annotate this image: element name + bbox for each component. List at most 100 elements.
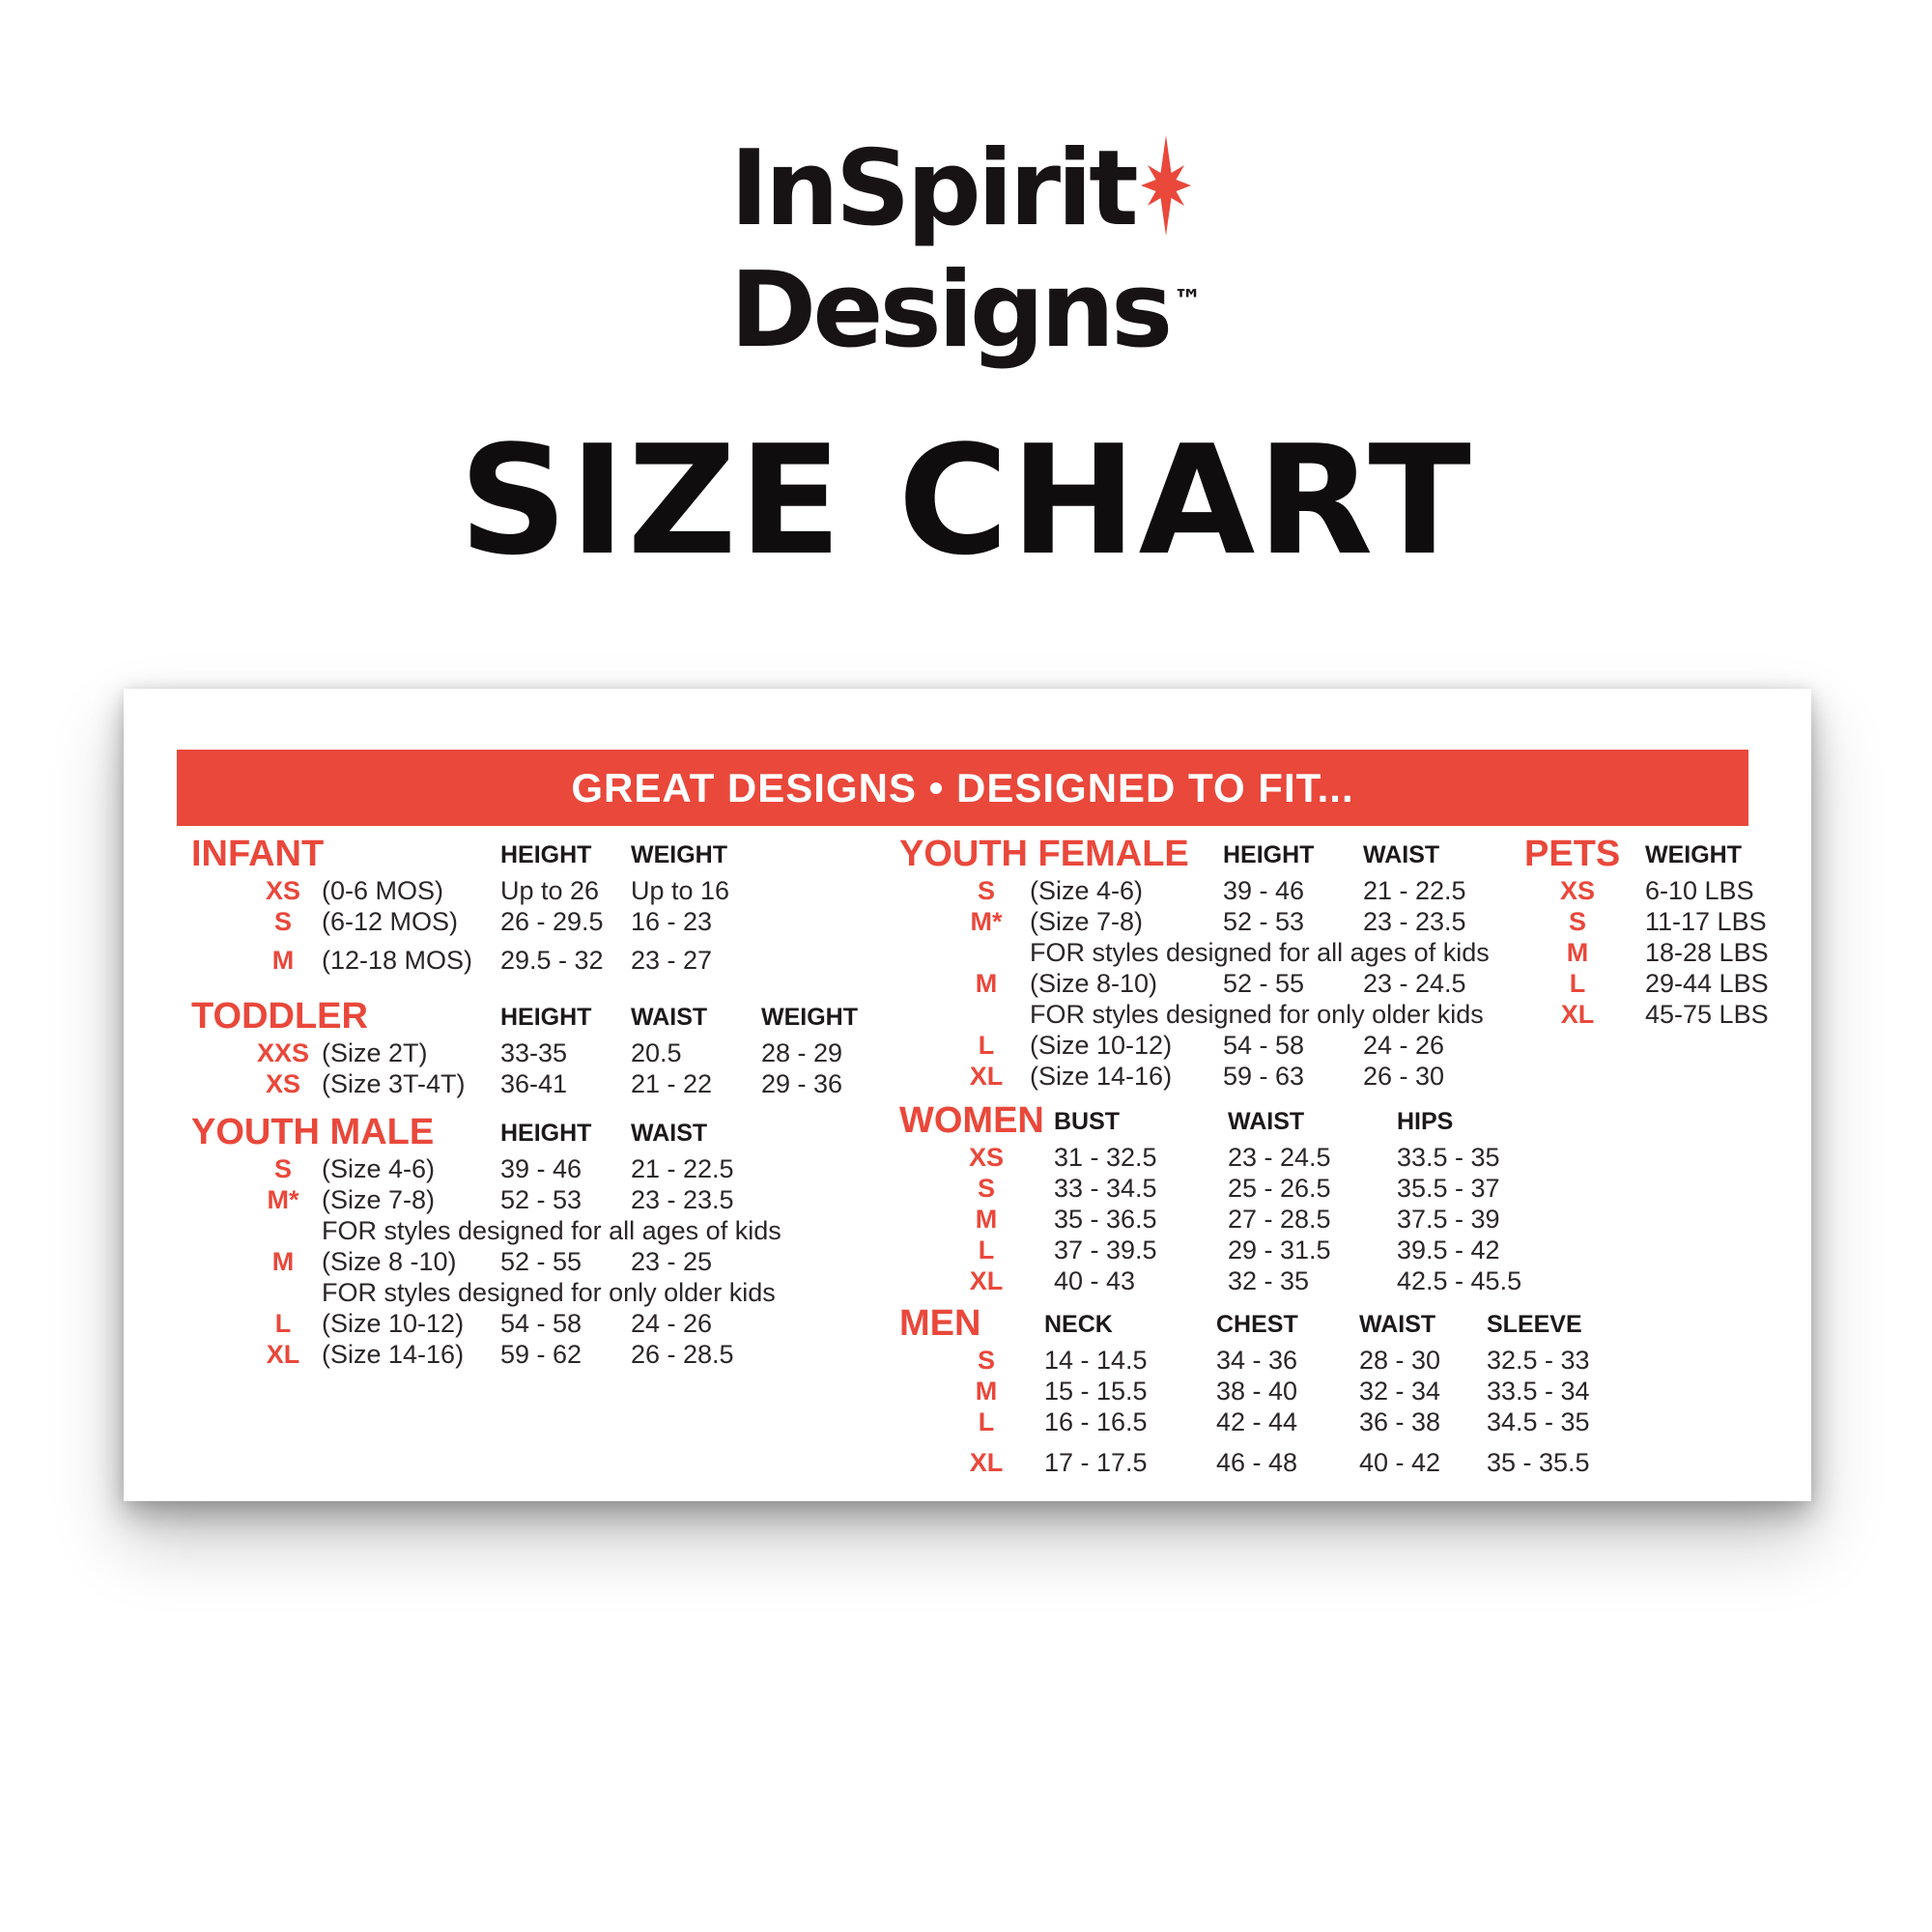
size-label: L [978, 1031, 995, 1060]
section-infant: INFANT HEIGHT WEIGHT XS (0-6 MOS) Up to 26 Up … [191, 834, 882, 977]
size-label: M [975, 1205, 998, 1234]
measure-value: 33.5 - 35 [1397, 1143, 1500, 1172]
column-header: SLEEVE [1487, 1311, 1582, 1338]
size-desc: (Size 14-16) [322, 1340, 465, 1369]
measure-value: 29-44 LBS [1645, 969, 1769, 998]
measure-value: 37 - 39.5 [1054, 1236, 1157, 1264]
size-label: L [1569, 969, 1586, 998]
measure-value: 28 - 29 [761, 1038, 843, 1067]
measure-value: 39 - 46 [1223, 876, 1305, 905]
size-label: XL [969, 1448, 1004, 1477]
measure-value: 14 - 14.5 [1044, 1346, 1148, 1375]
size-label: S [1568, 907, 1586, 936]
measure-value: 37.5 - 39 [1397, 1205, 1500, 1234]
size-row: XL (Size 14-16) 59 - 62 26 - 28.5 [191, 1340, 882, 1371]
size-label: XS [265, 1069, 301, 1098]
section-youth-male: YOUTH MALE HEIGHT WAIST S (Size 4-6) 39 - 46 2… [191, 1112, 882, 1371]
measure-value: 40 - 43 [1054, 1266, 1136, 1295]
column-header: CHEST [1216, 1311, 1298, 1338]
measure-value: 26 - 30 [1363, 1062, 1445, 1091]
measure-value: 6-10 LBS [1645, 876, 1754, 905]
note-text: FOR styles designed for all ages of kids [322, 1216, 781, 1245]
size-desc: (Size 7-8) [1030, 907, 1144, 936]
section-title: MEN [899, 1303, 981, 1344]
size-desc: (Size 10-12) [322, 1309, 465, 1338]
size-row: XS 31 - 32.5 23 - 24.5 33.5 - 35 [899, 1143, 1643, 1174]
section-header: PETS WEIGHT [1524, 834, 1804, 876]
size-label: XS [968, 1143, 1005, 1172]
size-label: S [977, 1346, 995, 1375]
measure-value: 36-41 [500, 1069, 568, 1098]
section-men: MEN NECK CHEST WAIST SLEEVE S 14 - 14.5 34 - 36… [899, 1303, 1643, 1479]
size-row: L 29-44 LBS [1524, 969, 1804, 1000]
size-row: L (Size 10-12) 54 - 58 24 - 26 [191, 1309, 882, 1340]
measure-value: 40 - 42 [1359, 1448, 1441, 1477]
size-desc: (Size 8 -10) [322, 1247, 457, 1276]
measure-value: 26 - 28.5 [631, 1340, 734, 1369]
size-label: L [274, 1309, 292, 1338]
column-header: WAIST [1363, 841, 1440, 868]
size-row: M* (Size 7-8) 52 - 53 23 - 23.5 [191, 1185, 882, 1216]
column-header: HIPS [1397, 1108, 1454, 1135]
column-header: NECK [1044, 1311, 1113, 1338]
measure-value: 35 - 35.5 [1487, 1448, 1590, 1477]
measure-value: 33.5 - 34 [1487, 1377, 1590, 1406]
size-row: XXS (Size 2T) 33-35 20.5 28 - 29 [191, 1038, 882, 1069]
measure-value: 52 - 53 [1223, 907, 1305, 936]
measure-value: 11-17 LBS [1645, 907, 1767, 936]
size-label: S [977, 876, 995, 905]
size-desc: (Size 14-16) [1030, 1062, 1173, 1091]
size-row: XS (0-6 MOS) Up to 26 Up to 16 [191, 876, 882, 907]
size-label: M* [267, 1185, 299, 1214]
section-title: PETS [1524, 834, 1621, 874]
left-column: INFANT HEIGHT WEIGHT XS (0-6 MOS) Up to 26 Up … [191, 834, 882, 1371]
size-row: S (6-12 MOS) 26 - 29.5 16 - 23 [191, 907, 882, 938]
measure-value: 32 - 34 [1359, 1377, 1441, 1406]
size-desc: (0-6 MOS) [322, 876, 444, 905]
column-header: WAIST [1228, 1108, 1305, 1135]
size-row: S 14 - 14.5 34 - 36 28 - 30 32.5 - 33 [899, 1346, 1643, 1377]
measure-value: 39.5 - 42 [1397, 1236, 1500, 1264]
section-pets: PETS WEIGHT XS 6-10 LBS S 11-17 LBS M 18-28 LBS… [1524, 834, 1804, 1031]
measure-value: 26 - 29.5 [500, 907, 604, 936]
measure-value: 15 - 15.5 [1044, 1377, 1148, 1406]
brand-logo: InSpirit Designs ™ [0, 133, 1932, 367]
size-desc: (Size 10-12) [1030, 1031, 1173, 1060]
measure-value: 23 - 27 [631, 946, 713, 975]
column-header: BUST [1054, 1108, 1121, 1135]
size-label: S [977, 1174, 995, 1203]
measure-value: 23 - 24.5 [1363, 969, 1466, 998]
measure-value: Up to 16 [631, 876, 730, 905]
measure-value: 20.5 [631, 1038, 682, 1067]
size-label: M [975, 969, 998, 998]
size-row: L (Size 10-12) 54 - 58 24 - 26 [899, 1031, 1643, 1062]
size-row: L 37 - 39.5 29 - 31.5 39.5 - 42 [899, 1236, 1643, 1266]
measure-value: 24 - 26 [631, 1309, 713, 1338]
measure-value: 52 - 53 [500, 1185, 582, 1214]
column-header: WAIST [631, 1004, 708, 1031]
note-row: FOR styles designed for all ages of kids [191, 1216, 882, 1247]
size-label: XXS [256, 1038, 310, 1067]
size-label: L [978, 1236, 995, 1264]
column-header: WEIGHT [1645, 841, 1742, 868]
measure-value: 52 - 55 [500, 1247, 582, 1276]
measure-value: 33 - 34.5 [1054, 1174, 1157, 1203]
measure-value: 29.5 - 32 [500, 946, 604, 975]
measure-value: 31 - 32.5 [1054, 1143, 1157, 1172]
size-row: M 18-28 LBS [1524, 938, 1804, 969]
section-youth-female: YOUTH FEMALE HEIGHT WAIST S (Size 4-6) 39 - 4… [899, 834, 1643, 1093]
note-row: FOR styles designed for only older kids [899, 1000, 1643, 1031]
measure-value: 52 - 55 [1223, 969, 1305, 998]
measure-value: 54 - 58 [500, 1309, 582, 1338]
size-row: M (12-18 MOS) 29.5 - 32 23 - 27 [191, 946, 882, 977]
size-label: S [273, 1154, 292, 1183]
size-desc: (Size 2T) [322, 1038, 428, 1067]
page-title: SIZE CHART [459, 412, 1473, 588]
section-header: INFANT HEIGHT WEIGHT [191, 834, 882, 876]
note-text: FOR styles designed for only older kids [322, 1278, 776, 1307]
section-header: YOUTH MALE HEIGHT WAIST [191, 1112, 882, 1154]
size-label: M [1566, 938, 1589, 967]
size-row: XL 45-75 LBS [1524, 1000, 1804, 1031]
measure-value: 33-35 [500, 1038, 568, 1067]
measure-value: 34.5 - 35 [1487, 1407, 1590, 1436]
